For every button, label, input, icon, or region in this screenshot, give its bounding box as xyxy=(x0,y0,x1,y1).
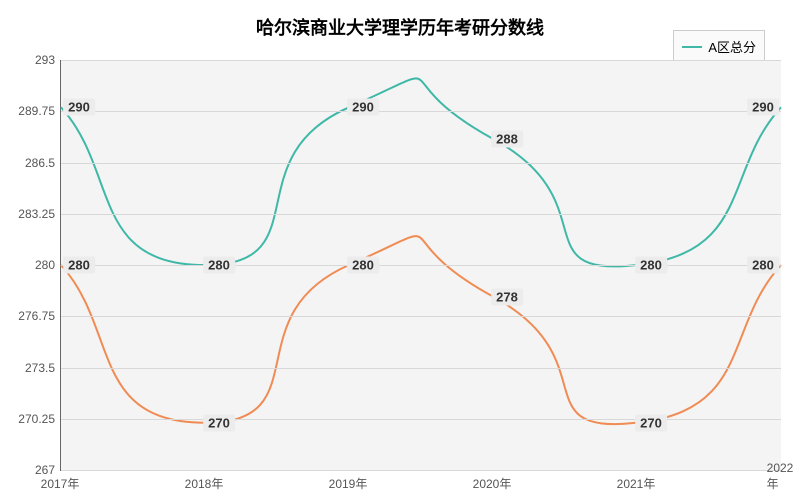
x-tick-label: 2021年 xyxy=(617,475,656,492)
data-label: 280 xyxy=(747,257,779,274)
x-tick-label: 2022年 xyxy=(767,461,794,492)
gridline xyxy=(61,470,781,471)
y-tick-label: 286.5 xyxy=(10,156,55,170)
y-tick-label: 270.25 xyxy=(10,412,55,426)
x-tick-label: 2017年 xyxy=(41,475,80,492)
x-tick-label: 2020年 xyxy=(473,475,512,492)
data-label: 288 xyxy=(491,130,523,147)
chart-container: 哈尔滨商业大学理学历年考研分数线 A区总分 B区总分 2902802902882… xyxy=(0,0,800,500)
gridline xyxy=(61,214,781,215)
gridline xyxy=(61,265,781,266)
x-tick-label: 2019年 xyxy=(329,475,368,492)
y-tick-label: 280 xyxy=(10,258,55,272)
legend-swatch-a xyxy=(682,46,702,48)
data-label: 280 xyxy=(203,257,235,274)
gridline xyxy=(61,111,781,112)
gridline xyxy=(61,163,781,164)
gridline xyxy=(61,368,781,369)
data-label: 290 xyxy=(347,99,379,116)
x-tick-label: 2018年 xyxy=(185,475,224,492)
y-tick-label: 289.75 xyxy=(10,104,55,118)
legend-label-a: A区总分 xyxy=(708,37,756,56)
y-tick-label: 276.75 xyxy=(10,309,55,323)
y-tick-label: 273.5 xyxy=(10,361,55,375)
legend-item-a: A区总分 xyxy=(682,37,756,56)
data-label: 280 xyxy=(347,257,379,274)
gridline xyxy=(61,60,781,61)
gridline xyxy=(61,419,781,420)
data-label: 270 xyxy=(203,414,235,431)
data-label: 280 xyxy=(63,257,95,274)
data-label: 290 xyxy=(63,99,95,116)
gridline xyxy=(61,316,781,317)
y-tick-label: 293 xyxy=(10,53,55,67)
data-label: 270 xyxy=(635,414,667,431)
y-tick-label: 283.25 xyxy=(10,207,55,221)
plot-area: 290 280 290 288 280 290 280 270 280 278 270 280 xyxy=(60,60,781,471)
data-label: 278 xyxy=(491,288,523,305)
data-label: 280 xyxy=(635,257,667,274)
data-label: 290 xyxy=(747,99,779,116)
